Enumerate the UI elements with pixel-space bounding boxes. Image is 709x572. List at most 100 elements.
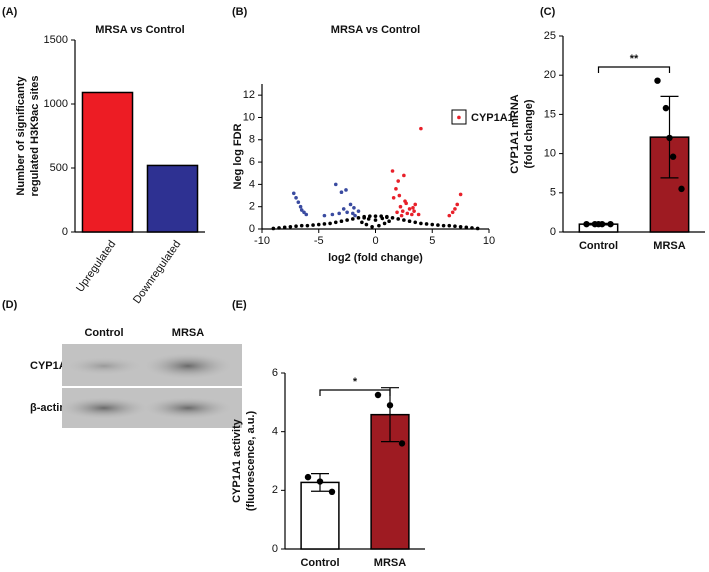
blot-band — [60, 397, 148, 419]
scatter-point — [353, 213, 357, 218]
scatter-point — [351, 217, 355, 221]
bar — [146, 164, 199, 233]
scatter-point — [294, 195, 298, 200]
scatter-point — [441, 223, 446, 228]
scatter-point — [413, 202, 418, 207]
scatter-point — [390, 216, 395, 220]
scatter-point — [339, 190, 344, 194]
scatter-point — [282, 225, 287, 230]
scatter-point — [412, 209, 416, 213]
scatter-point — [344, 188, 348, 192]
scatter-point — [394, 187, 398, 191]
scatter-point — [373, 218, 378, 222]
y-tick-label: 6 — [272, 367, 278, 379]
scatter-point — [271, 226, 276, 231]
y-tick-label: 4 — [272, 426, 278, 438]
data-point — [662, 104, 670, 112]
scatter-point — [373, 214, 378, 218]
scatter-point — [419, 221, 423, 226]
y-tick-label: 2 — [249, 201, 255, 213]
scatter-point — [410, 212, 414, 217]
panel-label: (A) — [2, 6, 18, 18]
scatter-point — [391, 195, 396, 200]
scatter-point — [299, 208, 304, 212]
scatter-point — [345, 218, 349, 222]
data-point — [669, 153, 677, 160]
x-tick-label: 5 — [429, 235, 435, 247]
panel-label: (C) — [540, 6, 556, 18]
data-point — [328, 488, 336, 495]
scatter-point — [296, 200, 301, 205]
scatter-point — [351, 211, 355, 216]
y-tick-label: 5 — [550, 187, 556, 199]
scatter-point — [356, 209, 361, 213]
scatter-point — [305, 223, 310, 228]
scatter-point — [333, 182, 338, 187]
scatter-point — [322, 222, 327, 226]
data-point — [386, 402, 394, 409]
scatter-point — [457, 115, 461, 120]
significance-bracket — [597, 66, 671, 73]
y-axis-label-line: regulated H3K9ac sites — [29, 75, 41, 196]
scatter-point — [475, 226, 480, 231]
data-point — [607, 220, 614, 228]
scatter-point — [399, 213, 404, 218]
y-tick-label: 500 — [50, 162, 68, 174]
y-tick-label: 10 — [243, 111, 255, 123]
blot-band — [144, 353, 232, 379]
scatter-point — [397, 193, 402, 198]
y-axis-label-line: Number of significanty — [15, 76, 27, 196]
row-label: β-actin — [30, 402, 66, 414]
y-tick-label: 25 — [544, 30, 556, 42]
y-tick-label: 4 — [249, 178, 255, 190]
scatter-point — [407, 207, 412, 211]
panel-label: (D) — [2, 299, 18, 311]
x-tick-label: Upregulated — [74, 239, 118, 295]
scatter-point — [304, 212, 309, 217]
x-tick-label: MRSA — [374, 557, 406, 569]
scatter-point — [447, 223, 452, 228]
scatter-point — [356, 216, 361, 220]
significance-label: * — [353, 376, 358, 388]
data-point — [398, 440, 406, 447]
y-axis-label: CYP1A1 mRNA (fold change) — [509, 94, 535, 174]
y-tick-label: 1000 — [44, 98, 68, 110]
scatter-point — [328, 221, 332, 226]
error-bar — [381, 387, 399, 443]
x-tick-label: -10 — [254, 235, 270, 247]
scatter-point — [416, 212, 421, 217]
data-point — [666, 134, 673, 142]
y-tick-label: 8 — [249, 134, 255, 146]
y-axis-label-line: (fluorescence, a.u.) — [245, 411, 257, 512]
y-tick-label: 6 — [249, 156, 255, 168]
y-axis-label-line: CYP1A1 mRNA — [509, 94, 521, 174]
scatter-point — [316, 222, 321, 227]
y-tick-label: 0 — [272, 543, 278, 555]
scatter-point — [407, 219, 412, 223]
scatter-point — [337, 211, 341, 216]
scatter-point — [380, 216, 385, 221]
significance-label: ** — [630, 53, 639, 65]
panel-label: (B) — [232, 6, 248, 18]
scatter-point — [345, 210, 349, 215]
scatter-point — [458, 192, 463, 197]
western-blot: Control MRSA CYP1A1 β-actin — [30, 327, 242, 428]
scatter-point — [364, 222, 369, 227]
y-axis-label-line: Neg log FDR — [232, 123, 244, 189]
x-tick-label: 10 — [483, 235, 495, 247]
data-point — [598, 220, 606, 228]
blot-band — [144, 397, 232, 419]
scatter-point — [333, 220, 338, 225]
scatter-point — [341, 207, 346, 211]
chart-title: MRSA vs Control — [331, 24, 420, 36]
y-tick-label: 0 — [550, 226, 556, 238]
panel-label: (E) — [232, 299, 247, 311]
scatter-point — [398, 204, 403, 209]
scatter-point — [302, 210, 306, 215]
x-tick-label: MRSA — [653, 240, 685, 252]
scatter-point — [299, 223, 304, 228]
scatter-point — [330, 212, 335, 217]
scatter-point — [352, 206, 356, 210]
y-tick-label: 12 — [243, 89, 255, 101]
